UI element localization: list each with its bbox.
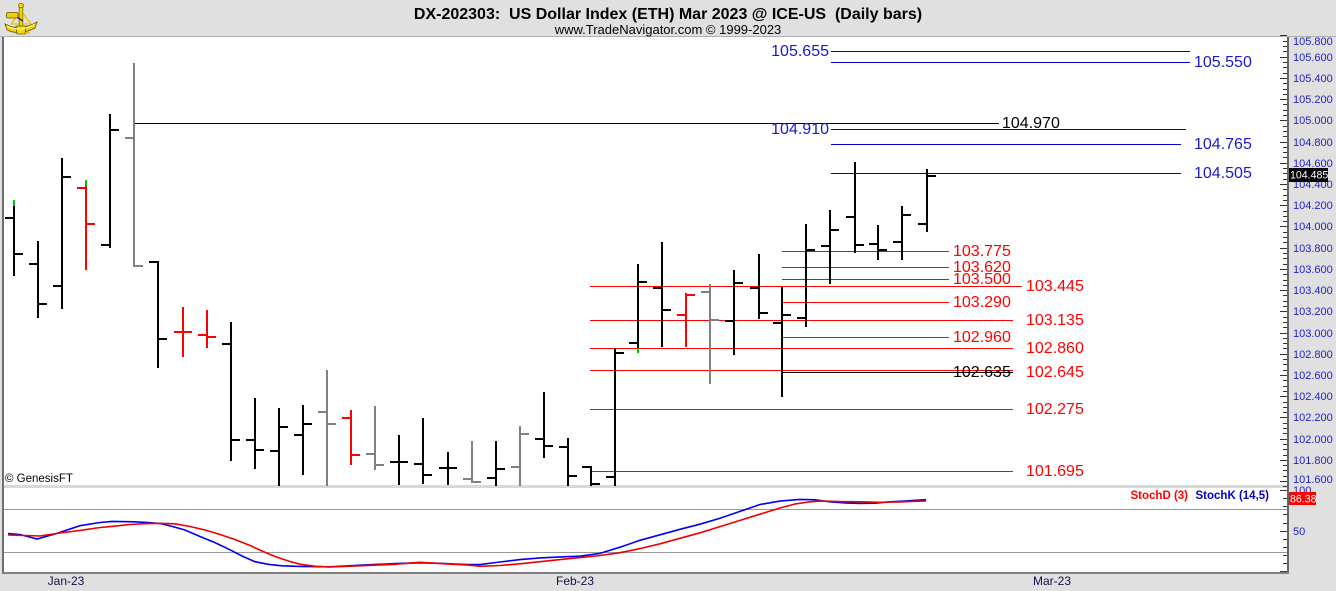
svg-text:105.400: 105.400 — [1293, 73, 1333, 85]
svg-text:102.600: 102.600 — [1293, 370, 1333, 382]
svg-text:105.800: 105.800 — [1293, 36, 1333, 48]
svg-text:102.960: 102.960 — [953, 329, 1011, 346]
svg-text:102.275: 102.275 — [1026, 401, 1084, 418]
svg-text:Mar-23: Mar-23 — [1033, 574, 1071, 588]
svg-text:104.505: 104.505 — [1194, 165, 1252, 182]
svg-text:103.500: 103.500 — [953, 271, 1011, 288]
svg-text:104.800: 104.800 — [1293, 137, 1333, 149]
svg-text:105.600: 105.600 — [1293, 52, 1333, 64]
svg-text:104.765: 104.765 — [1194, 136, 1252, 153]
svg-text:102.200: 102.200 — [1293, 412, 1333, 424]
svg-text:104.200: 104.200 — [1293, 200, 1333, 212]
svg-text:StochD (3): StochD (3) — [1131, 490, 1189, 502]
svg-text:103.200: 103.200 — [1293, 306, 1333, 318]
svg-text:103.800: 103.800 — [1293, 243, 1333, 255]
svg-text:101.800: 101.800 — [1293, 455, 1333, 467]
svg-text:© GenesisFT: © GenesisFT — [5, 473, 73, 485]
svg-text:101.600: 101.600 — [1293, 474, 1333, 486]
svg-text:101.695: 101.695 — [1026, 463, 1084, 480]
svg-text:50: 50 — [1293, 526, 1305, 538]
svg-text:104.485: 104.485 — [1290, 169, 1328, 181]
svg-text:103.600: 103.600 — [1293, 264, 1333, 276]
svg-text:102.800: 102.800 — [1293, 349, 1333, 361]
svg-text:86.38: 86.38 — [1290, 493, 1317, 505]
svg-text:104.600: 104.600 — [1293, 158, 1333, 170]
svg-text:103.400: 103.400 — [1293, 285, 1333, 297]
svg-text:DX-202303: US Dollar Index (E: DX-202303: US Dollar Index (ETH) Mar 202… — [414, 6, 922, 23]
svg-text:102.860: 102.860 — [1026, 340, 1084, 357]
svg-text:105.655: 105.655 — [771, 43, 829, 60]
svg-text:www.TradeNavigator.com © 1999-: www.TradeNavigator.com © 1999-2023 — [554, 22, 782, 37]
svg-text:103.135: 103.135 — [1026, 312, 1084, 329]
svg-text:102.000: 102.000 — [1293, 434, 1333, 446]
svg-text:104.000: 104.000 — [1293, 221, 1333, 233]
svg-text:103.290: 103.290 — [953, 294, 1011, 311]
svg-text:StochK (14,5): StochK (14,5) — [1196, 490, 1270, 502]
svg-text:102.645: 102.645 — [1026, 364, 1084, 381]
svg-text:104.970: 104.970 — [1002, 115, 1060, 132]
svg-text:105.200: 105.200 — [1293, 94, 1333, 106]
svg-text:105.550: 105.550 — [1194, 54, 1252, 71]
svg-text:103.620: 103.620 — [953, 259, 1011, 276]
svg-text:103.000: 103.000 — [1293, 328, 1333, 340]
svg-text:103.775: 103.775 — [953, 243, 1011, 260]
svg-text:Jan-23: Jan-23 — [48, 574, 85, 588]
svg-text:105.000: 105.000 — [1293, 115, 1333, 127]
svg-text:Feb-23: Feb-23 — [556, 574, 594, 588]
svg-text:103.445: 103.445 — [1026, 278, 1084, 295]
svg-text:102.400: 102.400 — [1293, 391, 1333, 403]
svg-text:104.910: 104.910 — [771, 121, 829, 138]
